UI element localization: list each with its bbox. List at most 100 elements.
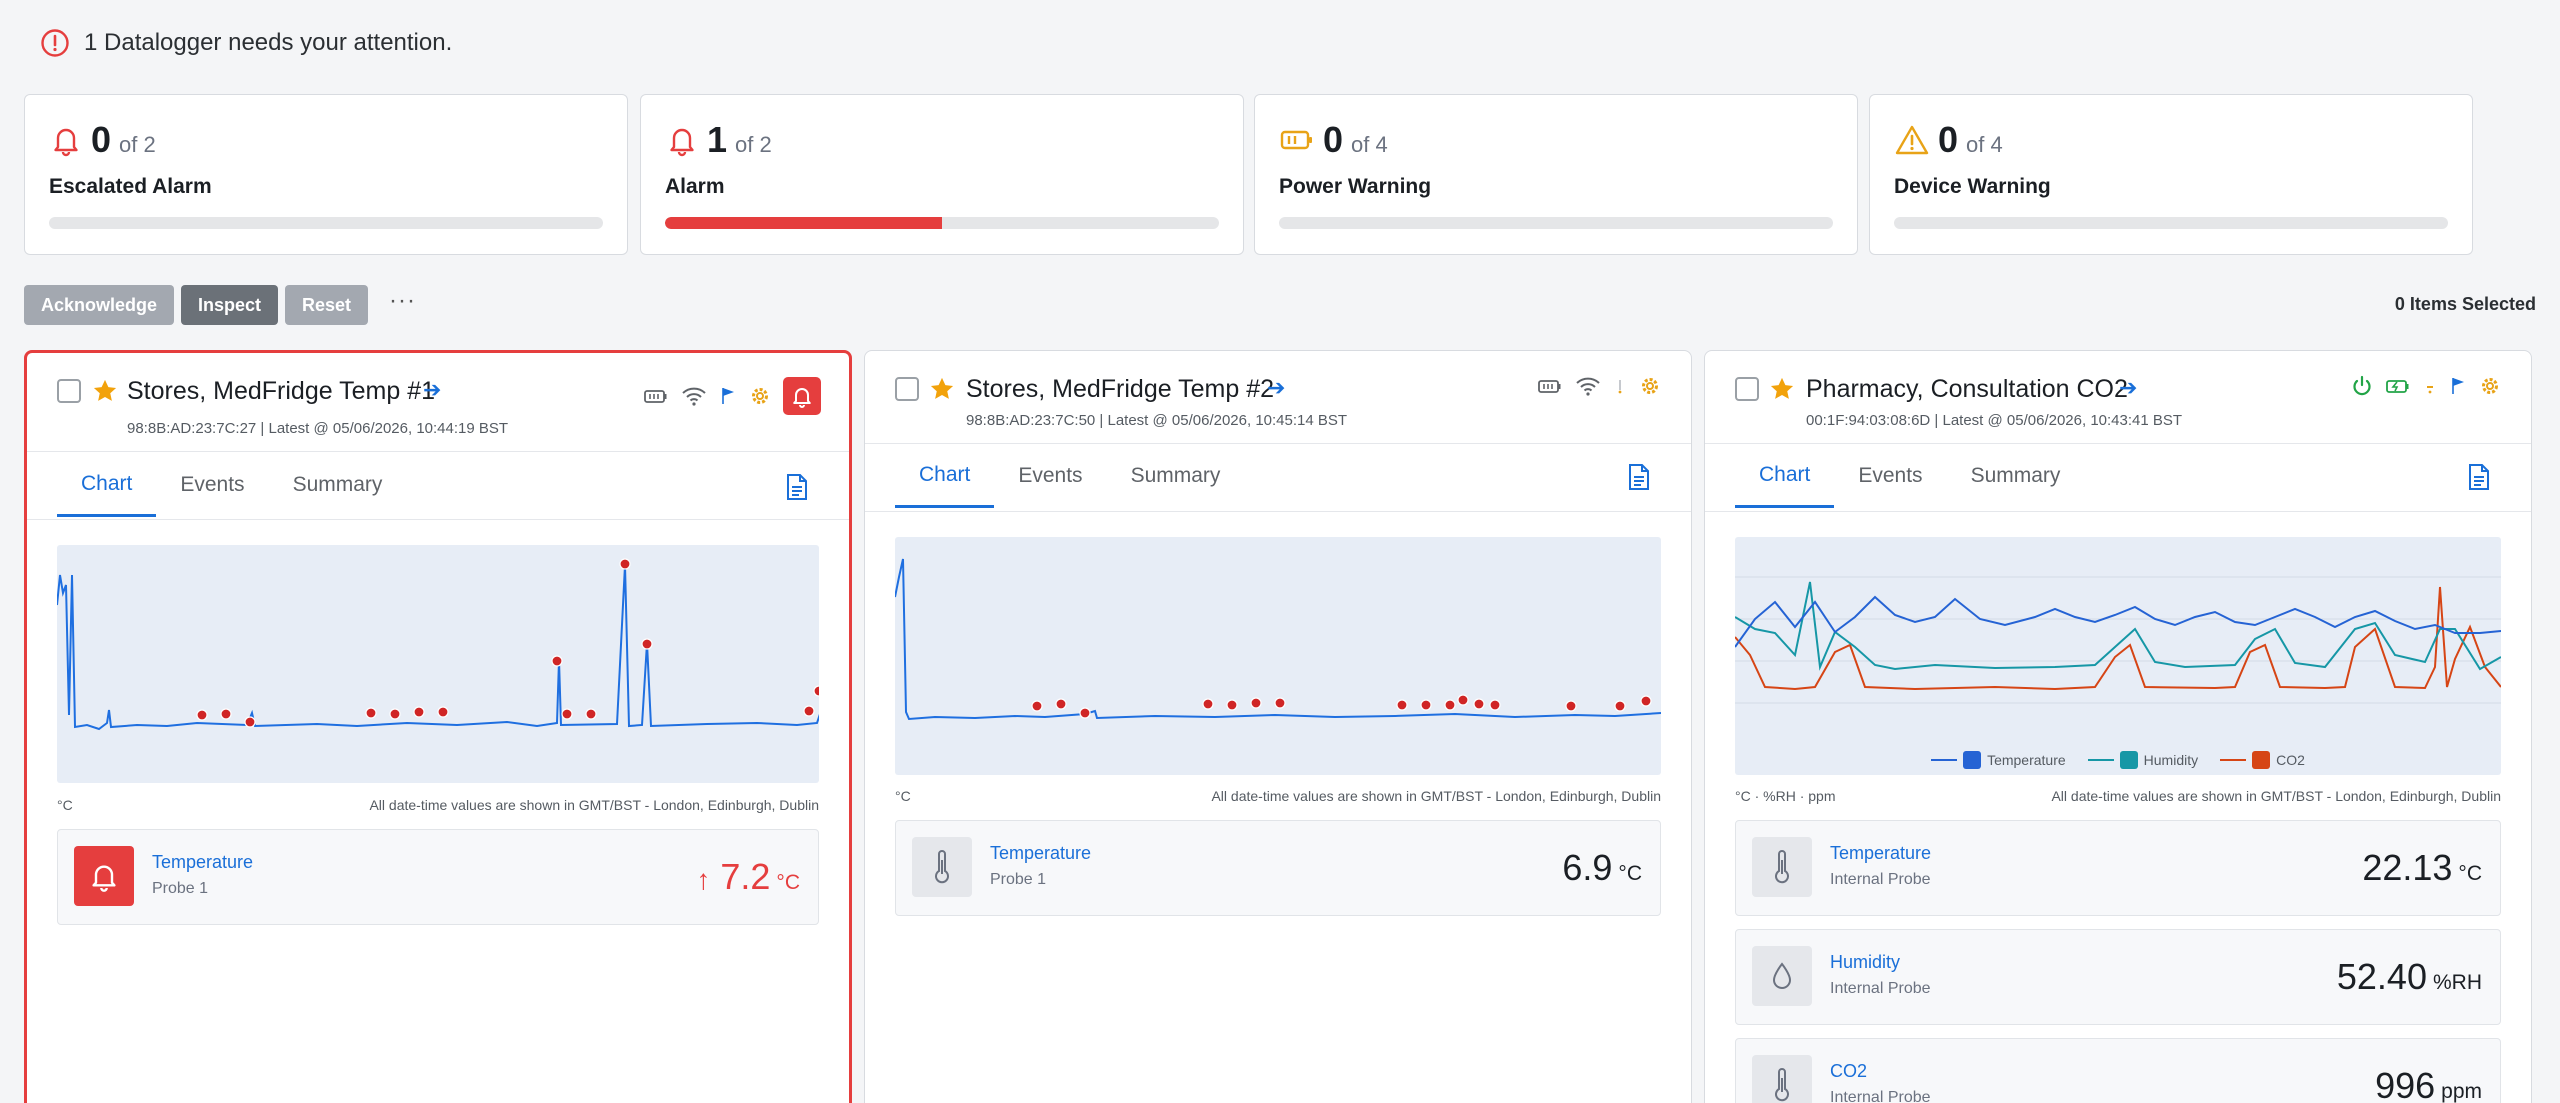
multi-sensor-chart[interactable]: Temperature Humidity CO2 (1735, 537, 2501, 775)
stat-progress-bar (49, 217, 603, 229)
reading-name[interactable]: Temperature (1830, 843, 1932, 863)
reading-value: 7.2 (720, 856, 771, 897)
reading-unit: ppm (2441, 1080, 2482, 1103)
alarm-marker (1444, 699, 1456, 711)
inspect-button[interactable]: Inspect (181, 285, 279, 325)
wifi-icon (1576, 377, 1600, 396)
legend-swatch (2252, 751, 2271, 769)
attention-banner: 1 Datalogger needs your attention. (40, 26, 452, 60)
reading-co2[interactable]: CO2 Internal Probe 996 ppm (1735, 1038, 2501, 1103)
select-checkbox[interactable] (57, 379, 81, 403)
reading-probe: Internal Probe (1830, 980, 1931, 997)
alarm-marker (1420, 699, 1432, 711)
stat-count: 0 (91, 119, 112, 160)
gear-icon[interactable] (749, 385, 771, 407)
chart-svg (57, 558, 819, 731)
alarm-marker (1614, 700, 1626, 712)
reading-temperature[interactable]: Temperature Internal Probe 22.13 °C (1735, 820, 2501, 916)
legend-item[interactable]: Temperature (1931, 751, 2066, 769)
tab-chart[interactable]: Chart (57, 453, 157, 517)
temperature-chart[interactable] (895, 537, 1661, 775)
selected-count: 0 Items Selected (2394, 294, 2536, 314)
gear-icon[interactable] (1639, 375, 1661, 397)
alarm-status-button[interactable] (783, 377, 821, 415)
more-options-button[interactable]: ··· (389, 287, 416, 314)
co2-series-line (1735, 586, 2501, 691)
alarm-marker (1274, 697, 1286, 709)
gear-icon[interactable] (2479, 375, 2501, 397)
alarm-marker (1565, 700, 1577, 712)
reading-value: 52.40 (2336, 956, 2427, 997)
stat-alarm[interactable]: 1 of 2 Alarm (640, 94, 1244, 255)
reading-name[interactable]: CO2 (1830, 1061, 1868, 1081)
card-title[interactable]: Stores, MedFridge Temp #2 (966, 375, 1275, 403)
tabs-divider (865, 511, 1691, 512)
bell-icon (670, 128, 694, 157)
tab-events[interactable]: Events (180, 473, 245, 496)
alarm-marker (1640, 695, 1652, 707)
action-toolbar: Acknowledge Inspect Reset ··· 0 Items Se… (24, 285, 2536, 325)
tab-summary[interactable]: Summary (1130, 464, 1221, 487)
select-checkbox[interactable] (895, 377, 919, 401)
alarm-marker (619, 558, 631, 570)
open-arrow-icon[interactable]: ➔ (423, 377, 442, 402)
card-title[interactable]: Stores, MedFridge Temp #1 (127, 377, 436, 405)
tab-summary[interactable]: Summary (292, 473, 383, 496)
reset-button[interactable]: Reset (285, 285, 369, 325)
alarm-badge (74, 846, 134, 906)
signal-icon (1618, 380, 1622, 394)
stat-total: of 2 (119, 132, 156, 157)
report-document-icon[interactable] (785, 473, 809, 501)
tab-events[interactable]: Events (1858, 464, 1923, 487)
temperature-chart[interactable] (57, 545, 819, 783)
header-divider (865, 443, 1691, 444)
stat-escalated-alarm[interactable]: 0 of 2 Escalated Alarm (24, 94, 628, 255)
open-arrow-icon[interactable]: ➔ (1267, 375, 1286, 400)
reading-temperature[interactable]: Temperature Probe 1 6.9 °C (895, 820, 1661, 916)
reading-value: 22.13 (2362, 847, 2453, 888)
select-checkbox[interactable] (1735, 377, 1759, 401)
report-document-icon[interactable] (1627, 463, 1651, 491)
acknowledge-button[interactable]: Acknowledge (24, 285, 175, 325)
favorite-star-icon[interactable] (91, 377, 119, 405)
stat-progress-bar (665, 217, 1219, 229)
report-document-icon[interactable] (2467, 463, 2491, 491)
open-arrow-icon[interactable]: ➔ (2119, 375, 2138, 400)
humidity-series-line (1735, 581, 2501, 671)
favorite-star-icon[interactable] (928, 375, 956, 403)
reading-name[interactable]: Temperature (990, 843, 1092, 863)
tab-chart[interactable]: Chart (1735, 444, 1835, 508)
tab-events[interactable]: Events (1018, 464, 1083, 487)
tab-chart[interactable]: Chart (895, 444, 995, 508)
reading-value-group: 52.40 %RH (2337, 956, 2482, 998)
reading-name[interactable]: Humidity (1830, 952, 1901, 972)
stat-total: of 4 (1351, 132, 1388, 157)
alarm-marker (1202, 698, 1214, 710)
alarm-marker (551, 655, 563, 667)
reading-value-group: ↑ 7.2 °C (696, 856, 800, 898)
stat-device-warning[interactable]: 0 of 4 Device Warning (1869, 94, 2473, 255)
alarm-marker (220, 708, 232, 720)
legend-line (1931, 759, 1958, 761)
legend-item[interactable]: Humidity (2087, 751, 2198, 769)
reading-name[interactable]: Temperature (152, 852, 254, 872)
stat-power-warning[interactable]: 0 of 4 Power Warning (1254, 94, 1858, 255)
reading-value-group: 996 ppm (2375, 1065, 2482, 1103)
stat-label: Power Warning (1279, 175, 1432, 198)
tab-summary[interactable]: Summary (1970, 464, 2061, 487)
timezone-note: All date-time values are shown in GMT/BS… (369, 797, 819, 813)
reading-humidity[interactable]: Humidity Internal Probe 52.40 %RH (1735, 929, 2501, 1025)
chart-unit-label: °C (57, 797, 73, 813)
signal-icon (2427, 386, 2433, 394)
reading-unit: %RH (2432, 971, 2482, 994)
alarm-marker (437, 706, 449, 718)
bell-icon (793, 388, 811, 408)
reading-temperature[interactable]: Temperature Probe 1 ↑ 7.2 °C (57, 829, 819, 925)
reading-value-group: 22.13 °C (2362, 847, 2482, 889)
legend-item[interactable]: CO2 (2220, 751, 2305, 769)
stat-progress-bar (1279, 217, 1833, 229)
alarm-markers (1031, 694, 1652, 719)
card-title[interactable]: Pharmacy, Consultation CO2 (1806, 375, 2128, 403)
favorite-star-icon[interactable] (1768, 375, 1796, 403)
temperature-series-line (57, 564, 819, 731)
